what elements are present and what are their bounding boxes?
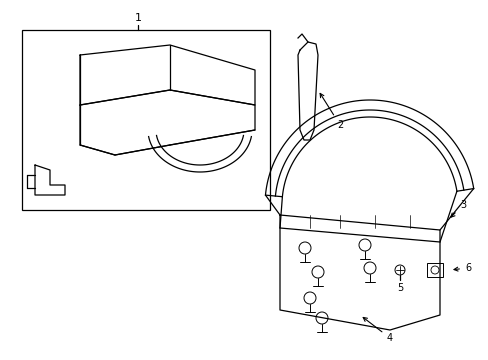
Text: 3: 3 bbox=[450, 200, 465, 217]
Text: 2: 2 bbox=[320, 93, 343, 130]
Text: 4: 4 bbox=[363, 318, 392, 343]
Bar bbox=[426, 263, 442, 277]
Text: 6: 6 bbox=[453, 263, 470, 273]
Text: 1: 1 bbox=[134, 13, 141, 23]
Text: 5: 5 bbox=[396, 283, 402, 293]
Bar bbox=[22, 30, 269, 210]
